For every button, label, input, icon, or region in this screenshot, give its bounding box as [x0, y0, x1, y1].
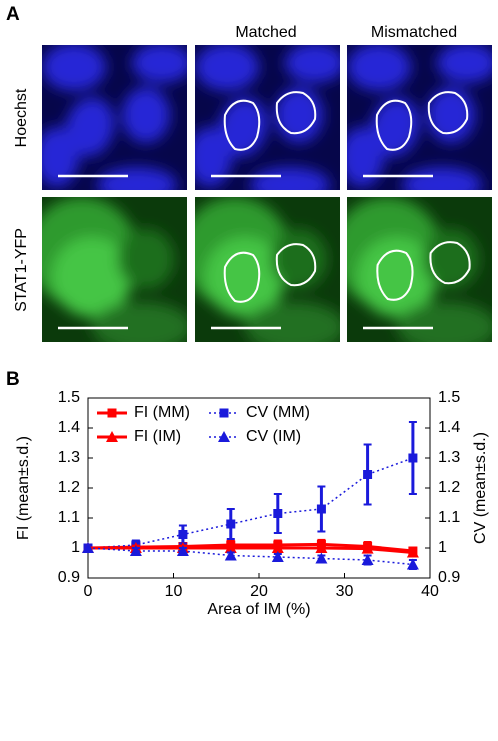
- marker: [361, 554, 374, 565]
- column-header: Mismatched: [371, 24, 457, 41]
- image: [340, 43, 497, 203]
- panel-label: A: [6, 4, 20, 25]
- marker: [176, 545, 189, 556]
- x-tick-label: 20: [250, 583, 268, 600]
- x-tick-label: 0: [84, 583, 93, 600]
- column-header: Matched: [235, 24, 296, 41]
- marker: [178, 530, 188, 539]
- image: [332, 197, 497, 352]
- image: [27, 197, 192, 352]
- legend-marker: [107, 408, 117, 418]
- image: [188, 43, 345, 203]
- y-axis-label: FI (mean±s.d.): [15, 436, 32, 540]
- legend-label: CV (MM): [246, 404, 310, 421]
- marker: [361, 542, 374, 554]
- marker: [226, 519, 236, 529]
- marker: [363, 470, 373, 479]
- marker: [406, 558, 419, 570]
- y-tick-label: 1: [71, 539, 80, 556]
- marker: [129, 545, 142, 556]
- series-line: [88, 546, 414, 554]
- legend-label: FI (MM): [134, 404, 190, 421]
- x-axis-label: Area of IM (%): [207, 601, 310, 618]
- y-tick-label: 1.4: [58, 419, 80, 436]
- y2-tick-label: 1.4: [438, 419, 460, 436]
- legend-marker: [219, 408, 229, 418]
- legend-marker: [218, 431, 230, 442]
- image: [180, 197, 345, 352]
- x-tick-label: 30: [336, 583, 354, 600]
- x-tick-label: 10: [165, 583, 183, 600]
- series-line: [87, 547, 413, 566]
- marker: [273, 509, 283, 518]
- marker: [315, 542, 328, 553]
- y2-tick-label: 0.9: [438, 569, 460, 586]
- legend-label: CV (IM): [246, 428, 301, 445]
- panel-label: B: [6, 369, 20, 390]
- row-label: STAT1-YFP: [13, 228, 30, 312]
- series-line: [87, 457, 414, 549]
- marker: [406, 546, 419, 558]
- x-tick-label: 40: [421, 583, 439, 600]
- y2-tick-label: 1.2: [438, 479, 460, 496]
- marker: [408, 453, 418, 463]
- y-tick-label: 0.9: [58, 569, 80, 586]
- y2-tick-label: 1.5: [438, 389, 460, 406]
- marker: [271, 542, 284, 553]
- marker: [82, 542, 94, 553]
- marker: [224, 542, 237, 553]
- marker: [271, 551, 284, 562]
- y2-tick-label: 1.3: [438, 449, 460, 466]
- image: [35, 43, 192, 203]
- legend-label: FI (IM): [134, 428, 181, 445]
- marker: [224, 549, 237, 561]
- marker: [316, 504, 326, 514]
- legend-marker: [106, 431, 118, 442]
- y-tick-label: 1.2: [58, 479, 80, 496]
- y-tick-label: 1.3: [58, 449, 80, 466]
- y-tick-label: 1.1: [58, 509, 80, 526]
- y2-tick-label: 1: [438, 539, 447, 556]
- panel-a: A Matched Mismatched Hoechst STAT1-YFP: [6, 4, 497, 352]
- marker: [315, 552, 328, 564]
- y2-tick-label: 1.1: [438, 509, 460, 526]
- y2-axis-label: CV (mean±s.d.): [472, 432, 489, 544]
- y-tick-label: 1.5: [58, 389, 80, 406]
- row-label: Hoechst: [13, 88, 30, 147]
